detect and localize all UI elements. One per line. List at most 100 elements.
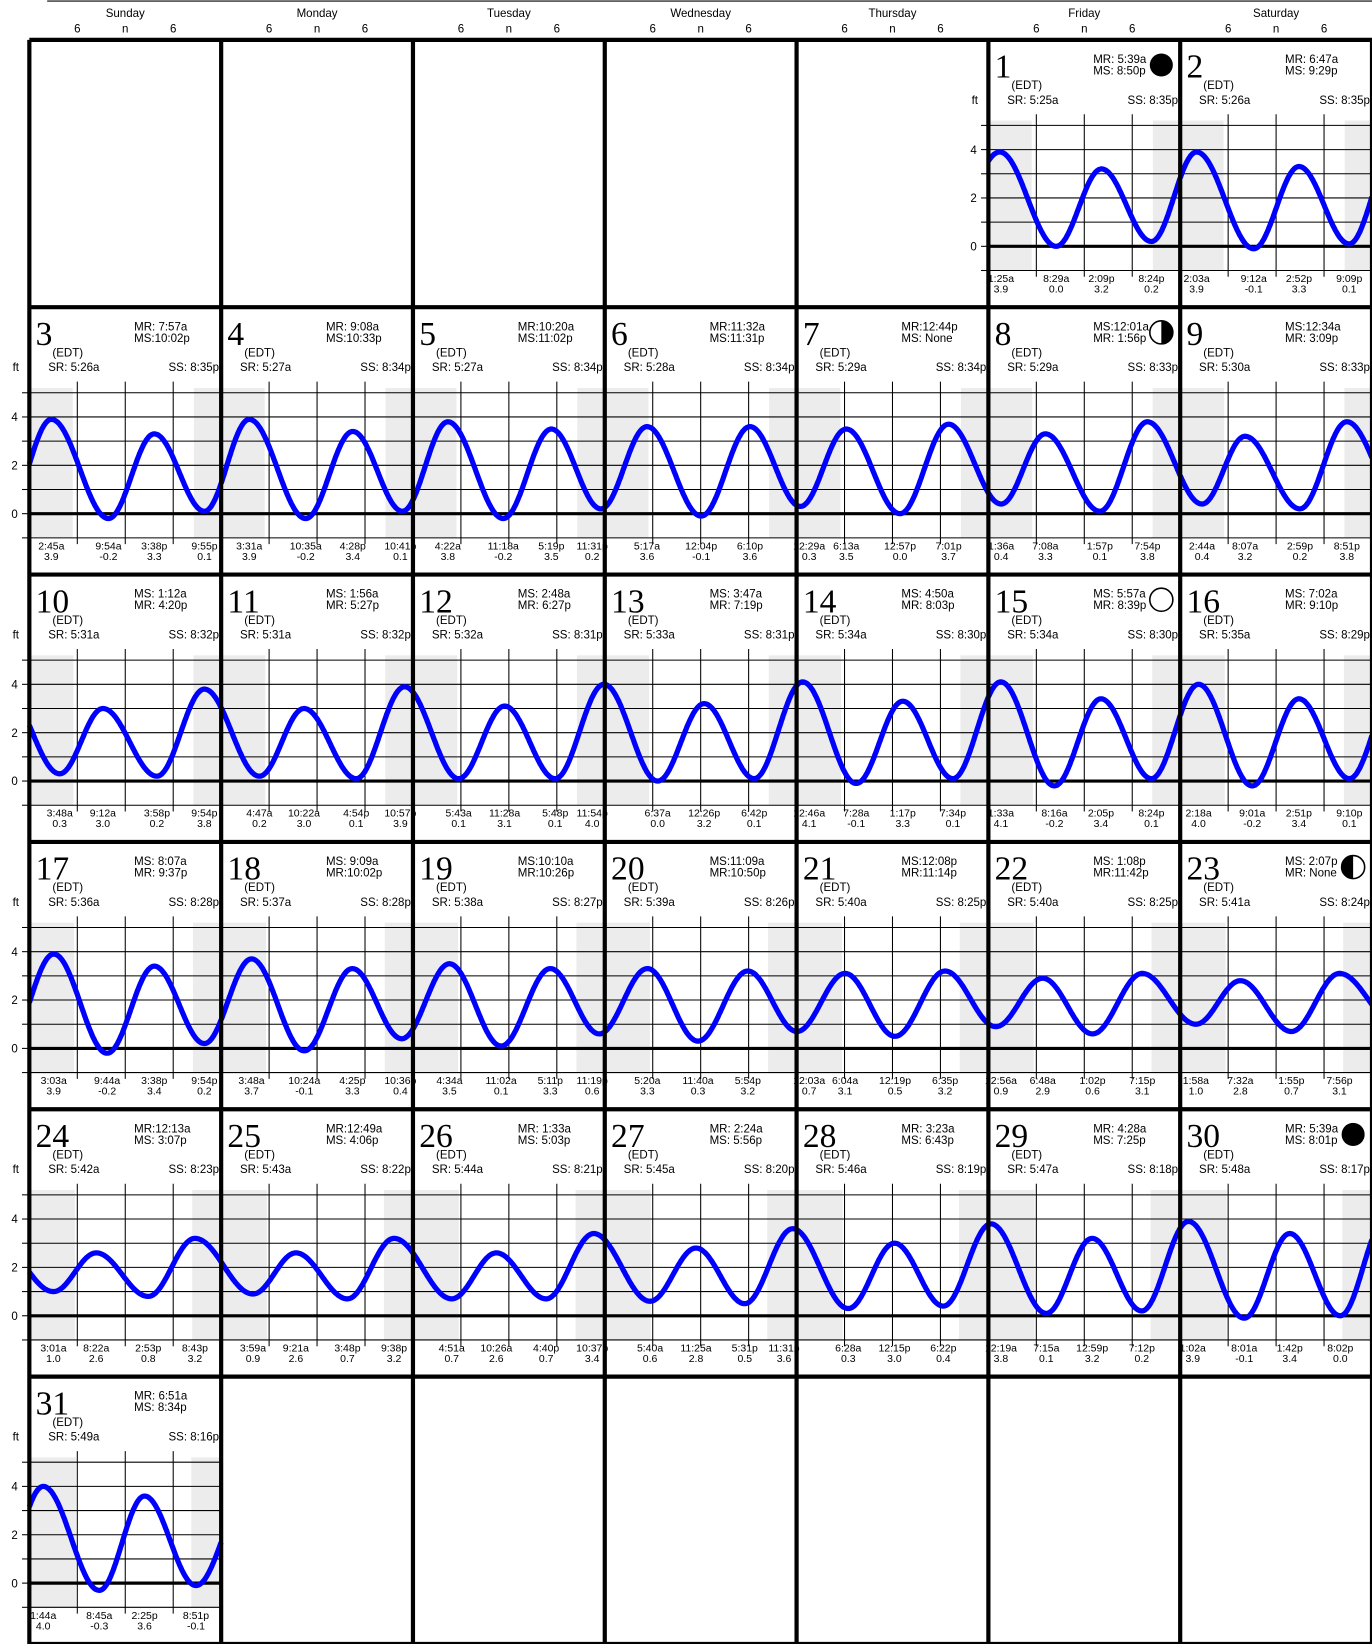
tide-height: 3.3 [1292,285,1307,296]
moon-time: MR: 3:23a [901,1123,955,1135]
hour-label: 6 [841,24,847,36]
night-shade [1180,387,1225,538]
sunrise: SR: 5:36a [48,897,100,909]
moon-time: MR: 1:56p [1093,333,1146,345]
tide-time: 9:55p [191,541,217,552]
sunrise: SR: 5:30a [1199,362,1251,374]
moon-time: MS: 7:25p [1093,1135,1145,1147]
tide-curve [26,686,224,779]
axis-unit: ft [13,1164,20,1176]
tide-height: 3.3 [640,1087,655,1098]
tide-curve [26,1483,224,1593]
tide-time: 7:34p [940,809,966,820]
tide-curve [1178,970,1372,1035]
tide-time: 11:02a [486,1076,517,1087]
tide-height: 3.9 [994,285,1009,296]
date: 24 [36,1118,70,1155]
sunrise: SR: 5:32a [432,630,484,642]
tide-time: 6:10p [737,541,763,552]
tide-time: 12:19a [985,1343,1017,1354]
weekday: Thursday [868,8,916,20]
tide-height: 3.5 [544,552,559,563]
sunset: SS: 8:27p [552,897,603,909]
sunset: SS: 8:25p [1128,897,1179,909]
moon-time: MS: 5:57a [1093,589,1146,601]
moon-time: MS: 4:06p [326,1135,378,1147]
hour-label: 6 [745,24,751,36]
timezone: (EDT) [628,1150,659,1162]
y-tick-label: 0 [11,776,17,788]
night-shade [576,922,605,1073]
night-shade [192,922,222,1073]
tide-time: 8:22a [83,1343,109,1354]
hour-label: 6 [74,24,80,36]
tide-time: 3:48a [238,1076,264,1087]
sunrise: SR: 5:34a [1007,630,1059,642]
tide-time: 9:21a [283,1343,309,1354]
moon-time: MS: 8:07a [134,856,187,868]
date: 27 [611,1118,645,1155]
date: 7 [803,316,820,353]
tide-curve [1177,681,1372,789]
moon-time: MS: 8:50p [1093,65,1145,77]
tide-height: 3.1 [1332,1087,1347,1098]
date: 8 [995,316,1012,353]
night-shade [412,387,457,538]
moon-time: MR: 5:39a [1093,54,1147,66]
sunset: SS: 8:34p [936,362,987,374]
y-tick-label: 4 [11,1482,18,1494]
timezone: (EDT) [244,347,275,359]
tide-height: 3.3 [147,552,162,563]
date: 1 [995,49,1012,86]
tide-time: 12:19p [879,1076,911,1087]
tide-time: 3:38p [141,541,167,552]
date: 4 [227,316,244,353]
tide-curve [602,1226,799,1307]
moon-time: MR:10:50p [710,868,766,880]
moon-time: MR:10:20a [518,321,575,333]
tide-height: 0.6 [1085,1087,1100,1098]
tide-time: 12:56a [985,1076,1017,1087]
sunrise: SR: 5:49a [48,1432,100,1444]
tide-curve [602,424,799,519]
tide-height: 3.5 [839,552,854,563]
timezone: (EDT) [52,882,83,894]
tide-height: 3.8 [1140,552,1155,563]
tide-time: 5:43a [446,809,472,820]
weekday: Sunday [106,8,145,20]
tide-curve [410,961,607,1049]
tide-height: 3.9 [1185,1354,1200,1365]
moon-time: MR: 9:08a [326,321,380,333]
tide-height: 0.7 [444,1354,459,1365]
tide-time: 1:44a [30,1611,56,1622]
tide-time: 9:10p [1336,809,1362,820]
tide-time: 2:52p [1286,274,1312,285]
sunset: SS: 8:28p [168,897,219,909]
timezone: (EDT) [628,882,659,894]
y-tick-label: 2 [11,461,17,473]
tide-time: 2:51p [1286,809,1312,820]
tide-height: 3.3 [543,1087,558,1098]
tide-time: 12:46a [793,809,825,820]
moon-time: MS: 7:02a [1285,589,1338,601]
tide-height: 0.1 [548,819,563,830]
tide-time: 9:01a [1239,809,1265,820]
night-shade [988,1190,1035,1340]
tide-height: 0.4 [1195,552,1210,563]
tide-height: 3.9 [393,819,408,830]
tide-height: -0.2 [297,552,315,563]
tide-time: 9:54p [191,1076,217,1087]
sunrise: SR: 5:40a [815,897,867,909]
axis-unit: ft [13,897,20,909]
date: 29 [995,1118,1029,1155]
moon-time: MS:10:33p [326,333,382,345]
tide-time: 12:29a [793,541,825,552]
timezone: (EDT) [436,347,467,359]
weekday: Monday [297,8,338,20]
tide-height: 3.3 [345,1087,360,1098]
sunrise: SR: 5:38a [432,897,484,909]
